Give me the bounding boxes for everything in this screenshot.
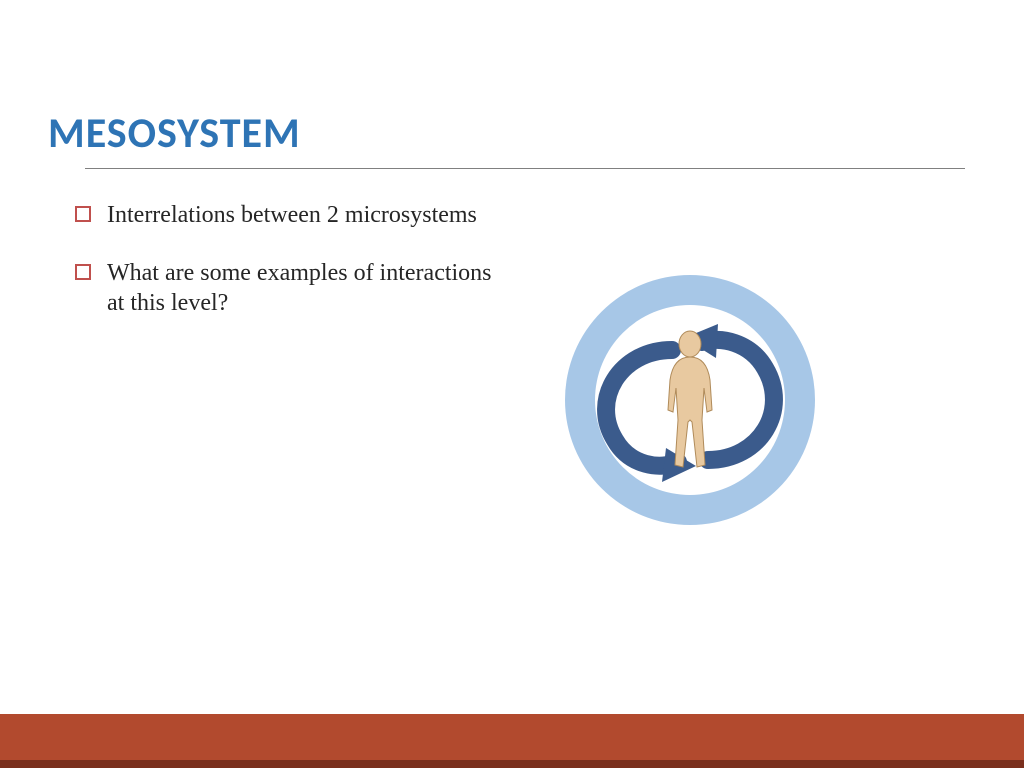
checkbox-bullet-icon [75,264,91,280]
bullet-text: What are some examples of interactions a… [107,258,495,318]
slide-title: MESOSYSTEM [48,108,301,159]
diagram-svg [560,270,820,530]
bullet-item: Interrelations between 2 microsystems [75,200,495,230]
footer-bar-thin [0,760,1024,768]
checkbox-bullet-icon [75,206,91,222]
title-underline [85,168,965,169]
mesosystem-diagram [560,270,820,530]
bullet-text: Interrelations between 2 microsystems [107,200,477,230]
bullet-item: What are some examples of interactions a… [75,258,495,318]
slide: MESOSYSTEM Interrelations between 2 micr… [0,0,1024,768]
footer [0,714,1024,768]
body-content: Interrelations between 2 microsystems Wh… [75,200,495,346]
footer-bar-main [0,714,1024,760]
